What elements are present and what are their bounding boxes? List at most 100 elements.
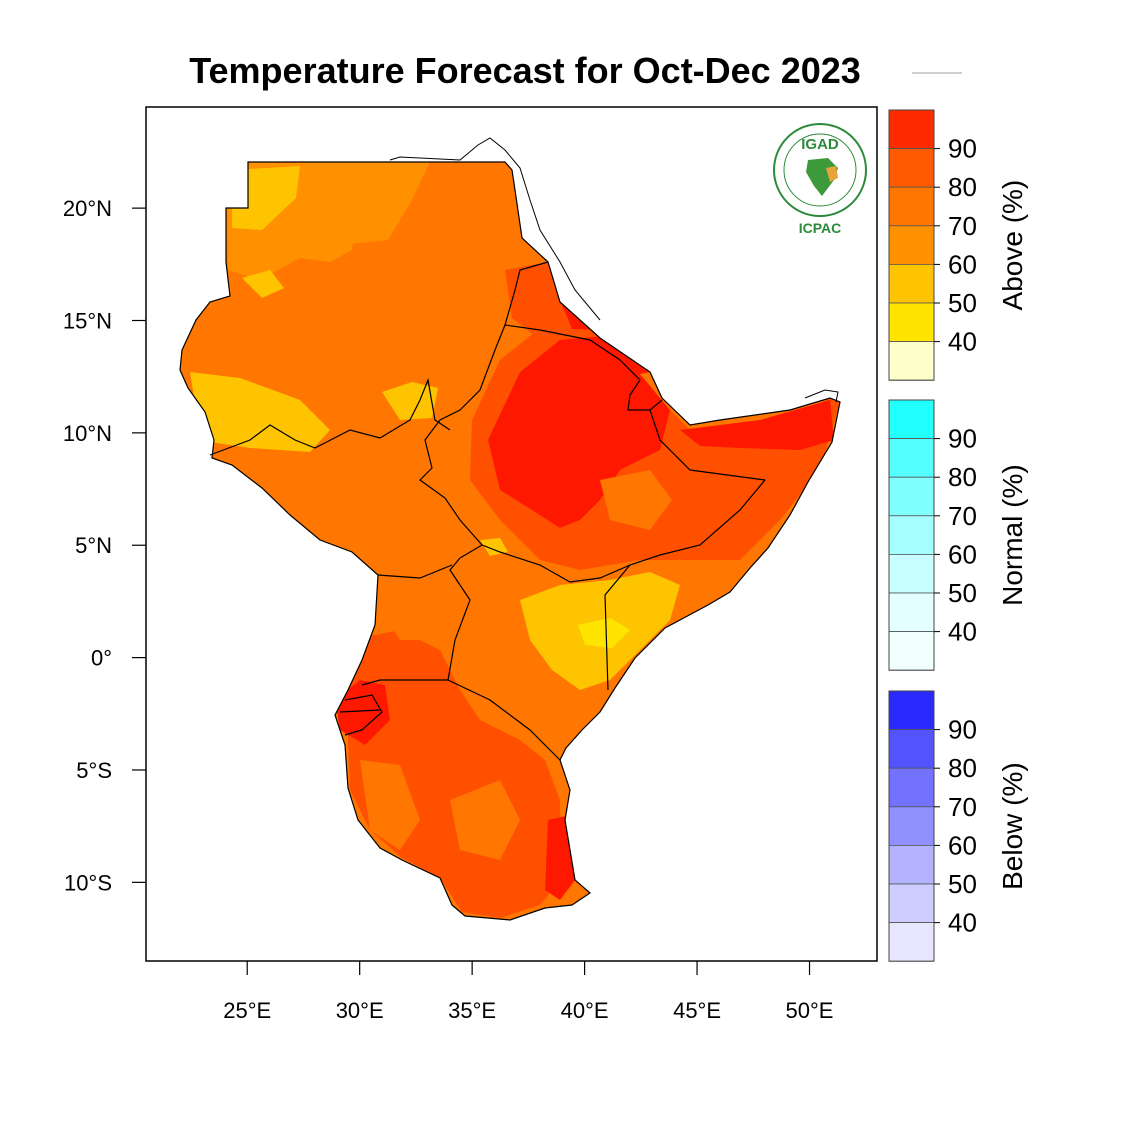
border-kenya-uganda bbox=[447, 557, 471, 681]
legend-label: 40 bbox=[948, 327, 977, 357]
legend-swatch bbox=[888, 515, 935, 555]
legend-swatch bbox=[888, 592, 935, 632]
legend-swatch bbox=[888, 631, 935, 671]
logo-inner-ring bbox=[783, 133, 857, 207]
legend-label: 80 bbox=[948, 172, 977, 202]
y-tick-label: 20°N bbox=[63, 196, 112, 221]
y-tick-label: 10°S bbox=[64, 870, 112, 895]
version-stamp bbox=[912, 72, 962, 74]
legend-swatch bbox=[888, 263, 935, 304]
legend-bar-1: 90 80 70 60 50 40 Above (%) bbox=[888, 109, 1028, 381]
legend-title: Normal (%) bbox=[997, 464, 1028, 606]
horn-tip-coast bbox=[804, 389, 839, 403]
border-ethiopia-somalia-south bbox=[604, 479, 766, 691]
zone-above-50-turkana bbox=[480, 538, 508, 556]
border-kenya-tanzania bbox=[447, 679, 561, 761]
legend-swatch bbox=[888, 554, 935, 594]
legend-label: 60 bbox=[948, 249, 977, 279]
legend-swatch bbox=[888, 341, 935, 381]
zone-above-50-northwest bbox=[232, 166, 300, 230]
border-rwanda-burundi bbox=[344, 694, 383, 736]
x-tick-label: 35°E bbox=[448, 998, 496, 1023]
logo-top-text: IGAD bbox=[801, 136, 839, 153]
legend-label: 70 bbox=[948, 792, 977, 822]
x-axis: 25°E 30°E 35°E 40°E 45°E 50°E bbox=[223, 961, 833, 1023]
legend-bar-outline bbox=[888, 690, 935, 962]
region-highlight-icon bbox=[826, 166, 838, 182]
legend-bar-3: 90 80 70 60 50 40 Below (%) bbox=[888, 690, 1028, 962]
legend-label: 50 bbox=[948, 578, 977, 608]
legend-swatch bbox=[888, 845, 935, 885]
border-uganda-tanzania bbox=[361, 679, 448, 686]
y-axis: 20°N 15°N 10°N 5°N 0° 5°S 10°S bbox=[63, 196, 146, 895]
legend-label: 50 bbox=[948, 869, 977, 899]
border-rwanda-burundi-inner bbox=[339, 709, 381, 713]
x-tick-label: 30°E bbox=[336, 998, 384, 1023]
legend-swatch bbox=[888, 767, 935, 808]
zone-above-60-north-center bbox=[330, 162, 430, 244]
y-tick-label: 5°N bbox=[75, 533, 112, 558]
legend-label: 40 bbox=[948, 908, 977, 938]
legend-title: Above (%) bbox=[997, 180, 1028, 311]
zone-above-50-west bbox=[190, 372, 330, 452]
legend-swatch bbox=[888, 186, 935, 227]
y-tick-label: 0° bbox=[91, 646, 112, 671]
y-tick-label: 10°N bbox=[63, 421, 112, 446]
legend-label: 90 bbox=[948, 134, 977, 164]
zone-above-70-uganda bbox=[380, 600, 460, 640]
legend-label: 60 bbox=[948, 830, 977, 860]
legend-swatch bbox=[888, 690, 935, 730]
region-coastline bbox=[179, 161, 841, 921]
legend-swatch bbox=[888, 922, 935, 962]
legend-swatch bbox=[888, 225, 935, 265]
legend-swatch bbox=[888, 806, 935, 846]
border-djibouti bbox=[627, 379, 663, 411]
x-tick-label: 50°E bbox=[786, 998, 834, 1023]
legend-label: 80 bbox=[948, 753, 977, 783]
border-sudan-south-sudan bbox=[209, 377, 451, 456]
zone-above-90-rwanda-burundi bbox=[335, 680, 390, 745]
legend-swatch bbox=[888, 399, 935, 439]
legend-title: Below (%) bbox=[997, 762, 1028, 890]
zone-above-70-tanzania-center bbox=[450, 780, 520, 860]
border-ethiopia-somalia-north bbox=[649, 409, 766, 481]
legend-label: 80 bbox=[948, 462, 977, 492]
zone-above-70-ethiopia-south bbox=[600, 470, 672, 530]
legend-swatch bbox=[888, 438, 935, 478]
x-tick-label: 40°E bbox=[561, 998, 609, 1023]
legend-label: 90 bbox=[948, 424, 977, 454]
legend-label: 60 bbox=[948, 539, 977, 569]
legend-swatch bbox=[888, 729, 935, 769]
legend-swatch bbox=[888, 883, 935, 923]
igad-icpac-logo: IGAD ICPAC bbox=[773, 123, 867, 236]
border-south-sudan-uganda bbox=[377, 564, 453, 579]
legend-bar-outline bbox=[888, 399, 935, 671]
legend-label: 70 bbox=[948, 501, 977, 531]
red-sea-coast bbox=[389, 137, 601, 321]
zone-above-90-somaliland bbox=[680, 400, 834, 450]
border-sudan-ethiopia bbox=[419, 324, 506, 546]
legend-label: 40 bbox=[948, 617, 977, 647]
legend-label: 50 bbox=[948, 288, 977, 318]
zone-above-70-tanzania-west bbox=[360, 760, 420, 850]
border-sudan-eritrea bbox=[504, 261, 549, 326]
x-tick-label: 45°E bbox=[673, 998, 721, 1023]
border-eritrea-ethiopia bbox=[504, 324, 641, 381]
zone-above-50-darfur bbox=[242, 270, 284, 298]
country-boundaries bbox=[209, 261, 766, 761]
border-ethiopia-kenya bbox=[459, 544, 631, 583]
legend: 90 80 70 60 50 40 Above (%) 90 80 70 60 50 40 Normal … bbox=[888, 109, 1028, 962]
zone-above-90-highlands bbox=[488, 336, 670, 528]
legend-swatch bbox=[888, 148, 935, 188]
legend-swatch bbox=[888, 109, 935, 149]
logo-bottom-text: ICPAC bbox=[799, 220, 842, 236]
legend-label: 70 bbox=[948, 211, 977, 241]
map-title: Temperature Forecast for Oct-Dec 2023 bbox=[189, 50, 861, 91]
legend-swatch bbox=[888, 476, 935, 517]
x-tick-label: 25°E bbox=[223, 998, 271, 1023]
y-tick-label: 15°N bbox=[63, 309, 112, 334]
legend-bar-outline bbox=[888, 109, 935, 381]
zone-above-40-kenya bbox=[578, 618, 630, 648]
legend-bar-2: 90 80 70 60 50 40 Normal (%) bbox=[888, 399, 1028, 671]
